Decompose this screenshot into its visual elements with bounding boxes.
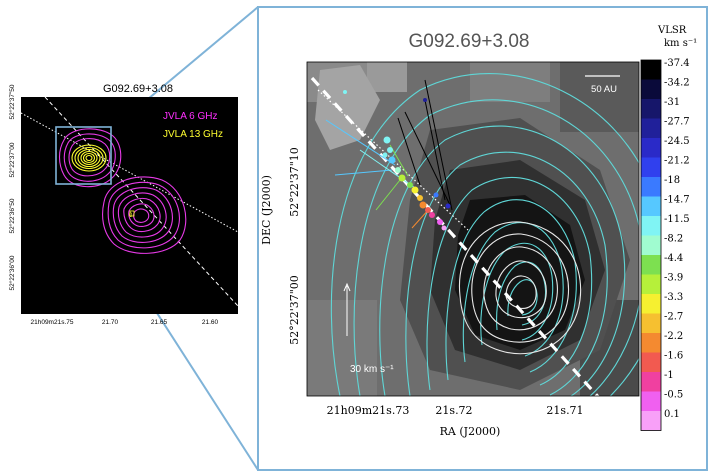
right-xtick-3: 21s.71 [546, 404, 583, 417]
colorbar-swatch [641, 216, 661, 236]
colorbar: VLSR km s⁻¹ -37.4 -34.2 -31 -27.7 -24.5 -21.2… [640, 25, 697, 431]
colorbar-frame [640, 59, 662, 431]
right-xtick-2: 21s.72 [435, 404, 472, 417]
colorbar-swatch [641, 60, 661, 80]
left-xtick-1: 21h09m21s.75 [30, 319, 73, 326]
colorbar-label: -3.3 [664, 292, 683, 303]
left-ytick-3: 52°22'36"50 [8, 198, 16, 233]
reference-vector-label: 30 km s⁻¹ [350, 364, 394, 375]
legend-13ghz: JVLA 13 GHz [163, 129, 223, 140]
contours-cyan [330, 73, 639, 396]
right-panel: G092.69+3.08 [260, 31, 640, 438]
colorbar-swatch [641, 177, 661, 197]
contours-6ghz-upper [58, 128, 122, 188]
left-ytick-1: 52°22'37"50 [8, 84, 16, 119]
right-ytick-1: 52°22'37"10 [288, 147, 301, 217]
right-dashed-line [310, 76, 600, 396]
left-xtick-3: 21.65 [151, 319, 168, 326]
colorbar-label: -21.2 [664, 156, 690, 167]
colorbar-swatch [641, 352, 661, 372]
colorbar-label: -4.4 [664, 253, 683, 264]
colorbar-swatch [641, 196, 661, 216]
scale-bar-label: 50 AU [591, 84, 617, 95]
colorbar-label: -1 [664, 370, 674, 381]
colorbar-swatch [641, 138, 661, 158]
right-xlabel: RA (J2000) [440, 425, 501, 438]
colorbar-title: VLSR [657, 25, 687, 36]
zoom-box [55, 126, 112, 185]
contours-6ghz-lower [102, 176, 187, 254]
colorbar-swatch [641, 235, 661, 255]
colorbar-label: -24.5 [664, 136, 690, 147]
right-xtick-1: 21h09m21s.73 [327, 404, 410, 417]
colorbar-swatch [641, 118, 661, 138]
colorbar-swatch [641, 372, 661, 392]
colorbar-label: -11.5 [664, 214, 690, 225]
colorbar-swatch [641, 157, 661, 177]
colorbar-label: -0.5 [664, 390, 683, 401]
colorbar-swatch [641, 255, 661, 275]
colorbar-label: -34.2 [664, 78, 690, 89]
colorbar-label: -2.2 [664, 331, 683, 342]
colorbar-label: -2.7 [664, 312, 683, 323]
right-panel-title: G092.69+3.08 [409, 31, 530, 52]
left-ytick-2: 52°22'37"00 [8, 142, 16, 177]
colorbar-label: -37.4 [664, 58, 690, 69]
right-ylabel: DEC (J2000) [260, 175, 273, 245]
maser-spots [343, 90, 451, 231]
left-panel-title: G092.69+3.08 [103, 83, 173, 95]
colorbar-swatch [641, 391, 661, 411]
colorbar-swatch [641, 99, 661, 119]
colorbar-label: -27.7 [664, 117, 690, 128]
colorbar-label: -8.2 [664, 234, 683, 245]
colorbar-unit: km s⁻¹ [664, 38, 697, 49]
contours-white [458, 221, 582, 355]
right-ytick-2: 52°22'37"00 [288, 275, 301, 345]
colorbar-label: -14.7 [664, 195, 690, 206]
colorbar-label: -18 [664, 175, 680, 186]
colorbar-swatch [641, 79, 661, 99]
colorbar-label: -1.6 [664, 351, 683, 362]
colorbar-label: -31 [664, 97, 680, 108]
colorbar-swatch [641, 411, 661, 431]
colorbar-swatch [641, 333, 661, 353]
left-ytick-4: 52°22'36"00 [8, 255, 16, 290]
colorbar-label: 0.1 [664, 409, 680, 420]
left-dashed-line [44, 97, 238, 307]
left-annotation: 0 [129, 213, 133, 219]
colorbar-swatch [641, 313, 661, 333]
colorbar-swatch [641, 294, 661, 314]
left-xtick-4: 21.60 [202, 319, 219, 326]
contours-13ghz [71, 144, 107, 172]
left-panel: G092.69+3.08 [8, 83, 238, 326]
legend-6ghz: JVLA 6 GHz [163, 111, 217, 122]
left-xtick-2: 21.70 [102, 319, 119, 326]
colorbar-label: -3.9 [664, 273, 683, 284]
left-dotted-line [21, 112, 238, 233]
colorbar-swatch [641, 274, 661, 294]
